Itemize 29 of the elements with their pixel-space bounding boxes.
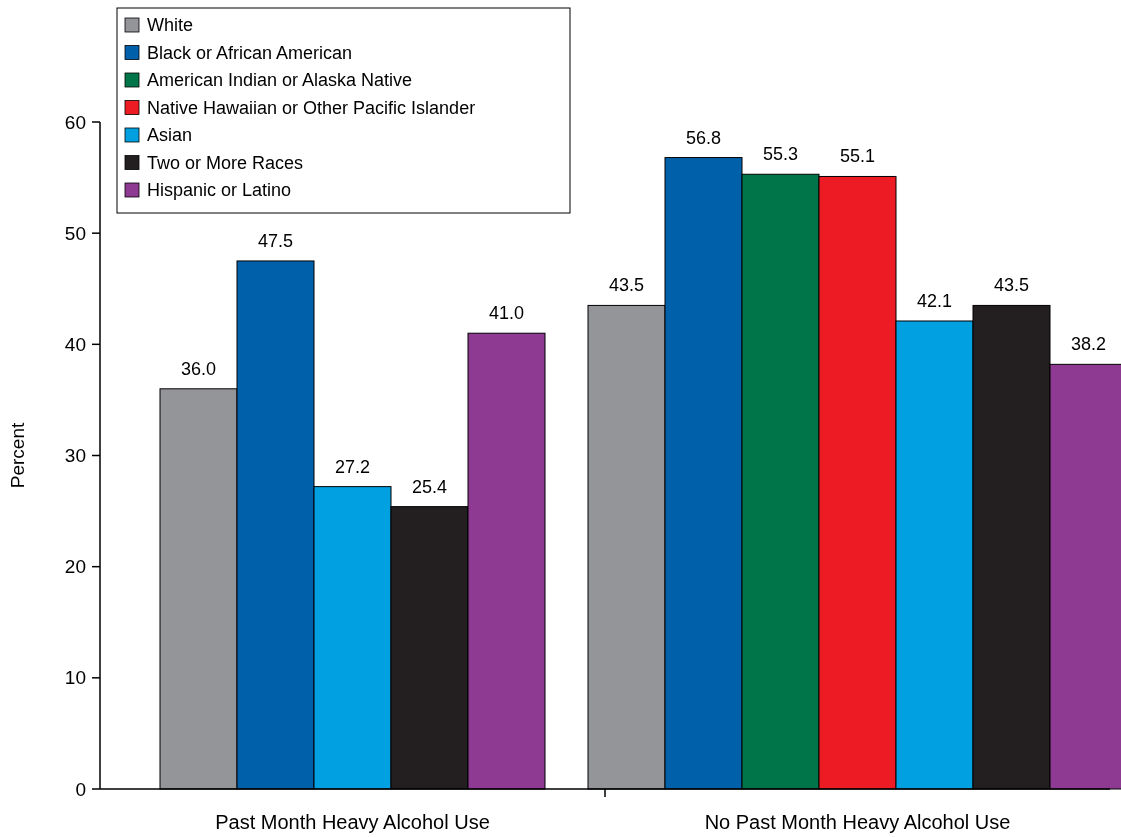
data-label: 47.5 — [257, 230, 294, 251]
y-tick-label: 20 — [64, 556, 86, 578]
data-label: 36.0 — [180, 358, 217, 379]
legend-label: Asian — [147, 125, 193, 146]
data-label: 43.5 — [608, 275, 645, 296]
x-tick-label: Past Month Heavy Alcohol Use — [215, 811, 490, 833]
data-label: 27.2 — [334, 456, 371, 477]
data-label: 56.8 — [685, 127, 722, 148]
legend-label: American Indian or Alaska Native — [147, 70, 413, 91]
data-label: 43.5 — [993, 275, 1030, 296]
data-label: 38.2 — [1070, 334, 1107, 355]
y-tick-label: 60 — [64, 111, 86, 133]
y-tick-label: 40 — [64, 333, 86, 355]
y-tick-label: 0 — [75, 778, 86, 800]
legend-label: White — [147, 15, 194, 36]
x-tick-label: No Past Month Heavy Alcohol Use — [704, 811, 1011, 833]
legend-label: Hispanic or Latino — [147, 180, 292, 201]
legend-label: Two or More Races — [147, 152, 304, 173]
y-tick-label: 10 — [64, 667, 86, 689]
legend-label: Black or African American — [147, 42, 353, 63]
legend-label: Native Hawaiian or Other Pacific Islander — [147, 97, 476, 118]
y-axis-title: Percent — [7, 422, 28, 489]
data-label: 42.1 — [916, 290, 953, 311]
data-label: 55.3 — [762, 144, 799, 165]
y-tick-label: 30 — [64, 445, 86, 467]
data-label: 55.1 — [839, 146, 876, 167]
data-label: 41.0 — [488, 303, 525, 324]
data-label: 25.4 — [411, 476, 448, 497]
y-tick-label: 50 — [64, 222, 86, 244]
